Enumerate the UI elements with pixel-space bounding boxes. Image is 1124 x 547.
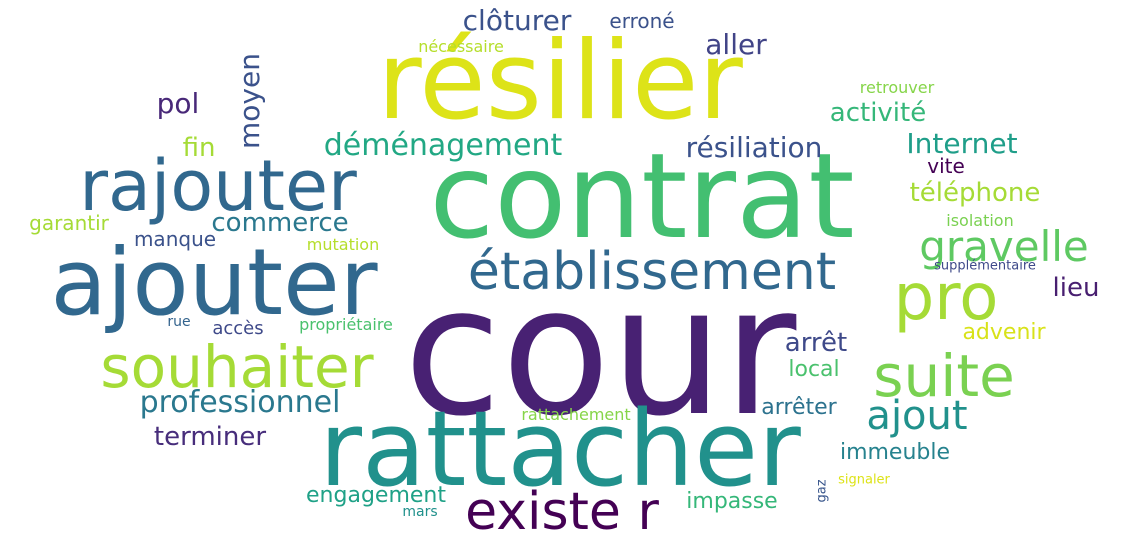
word-rue: rue — [167, 314, 191, 330]
word-exister: existe r — [465, 482, 659, 542]
word-gaz: gaz — [814, 479, 830, 503]
word-arret: arrêt — [784, 328, 848, 358]
word-terminer: terminer — [153, 422, 267, 452]
word-garantir: garantir — [29, 211, 109, 235]
word-pro: pro — [893, 261, 999, 335]
word-advenir: advenir — [962, 320, 1046, 345]
word-necessaire: nécessaire — [418, 37, 504, 56]
word-lieu: lieu — [1052, 273, 1100, 303]
word-proprietaire: propriétaire — [299, 315, 393, 334]
word-errone: erroné — [609, 9, 675, 33]
word-ajouter: ajouter — [50, 229, 378, 336]
word-souhaiter: souhaiter — [100, 333, 374, 401]
word-manque: manque — [133, 227, 217, 251]
word-rattacher: rattacher — [319, 388, 801, 510]
word-retrouver: retrouver — [859, 78, 935, 97]
word-etablissement: établissement — [467, 242, 837, 302]
word-fin: fin — [182, 133, 216, 163]
word-engagement: engagement — [306, 483, 446, 508]
word-local: local — [788, 357, 840, 382]
word-vite: vite — [927, 154, 965, 178]
word-rajouter: rajouter — [79, 145, 357, 227]
word-suite: suite — [873, 342, 1015, 410]
word-mars: mars — [402, 504, 438, 520]
word-signaler: signaler — [838, 472, 890, 488]
word-aller: aller — [705, 28, 767, 61]
word-demenagement: déménagement — [323, 128, 563, 163]
word-pol: pol — [156, 87, 200, 120]
word-telephone: téléphone — [909, 178, 1041, 208]
word-professionnel: professionnel — [139, 385, 341, 420]
word-ajout: ajout — [866, 393, 968, 439]
word-resilier: résilier — [377, 19, 743, 144]
word-cour: cour — [403, 248, 797, 455]
word-contrat: contrat — [429, 127, 855, 265]
word-activite: activité — [829, 98, 927, 128]
word-cloturer: clôturer — [462, 4, 572, 37]
word-arreter: arrêter — [761, 395, 837, 420]
word-gravelle: gravelle — [919, 222, 1089, 271]
word-impasse: impasse — [686, 489, 778, 514]
word-isolation: isolation — [946, 211, 1014, 230]
word-resiliation: résiliation — [685, 131, 823, 164]
word-moyen: moyen — [233, 53, 266, 149]
word-mutation: mutation — [306, 235, 380, 254]
word-internet: Internet — [906, 127, 1018, 160]
word-commerce: commerce — [211, 208, 349, 238]
word-immeuble: immeuble — [839, 440, 951, 465]
word-acces: accès — [212, 318, 264, 339]
word-supplementaire: supplémentaire — [934, 258, 1036, 274]
word-rattachement: rattachement — [521, 405, 631, 424]
